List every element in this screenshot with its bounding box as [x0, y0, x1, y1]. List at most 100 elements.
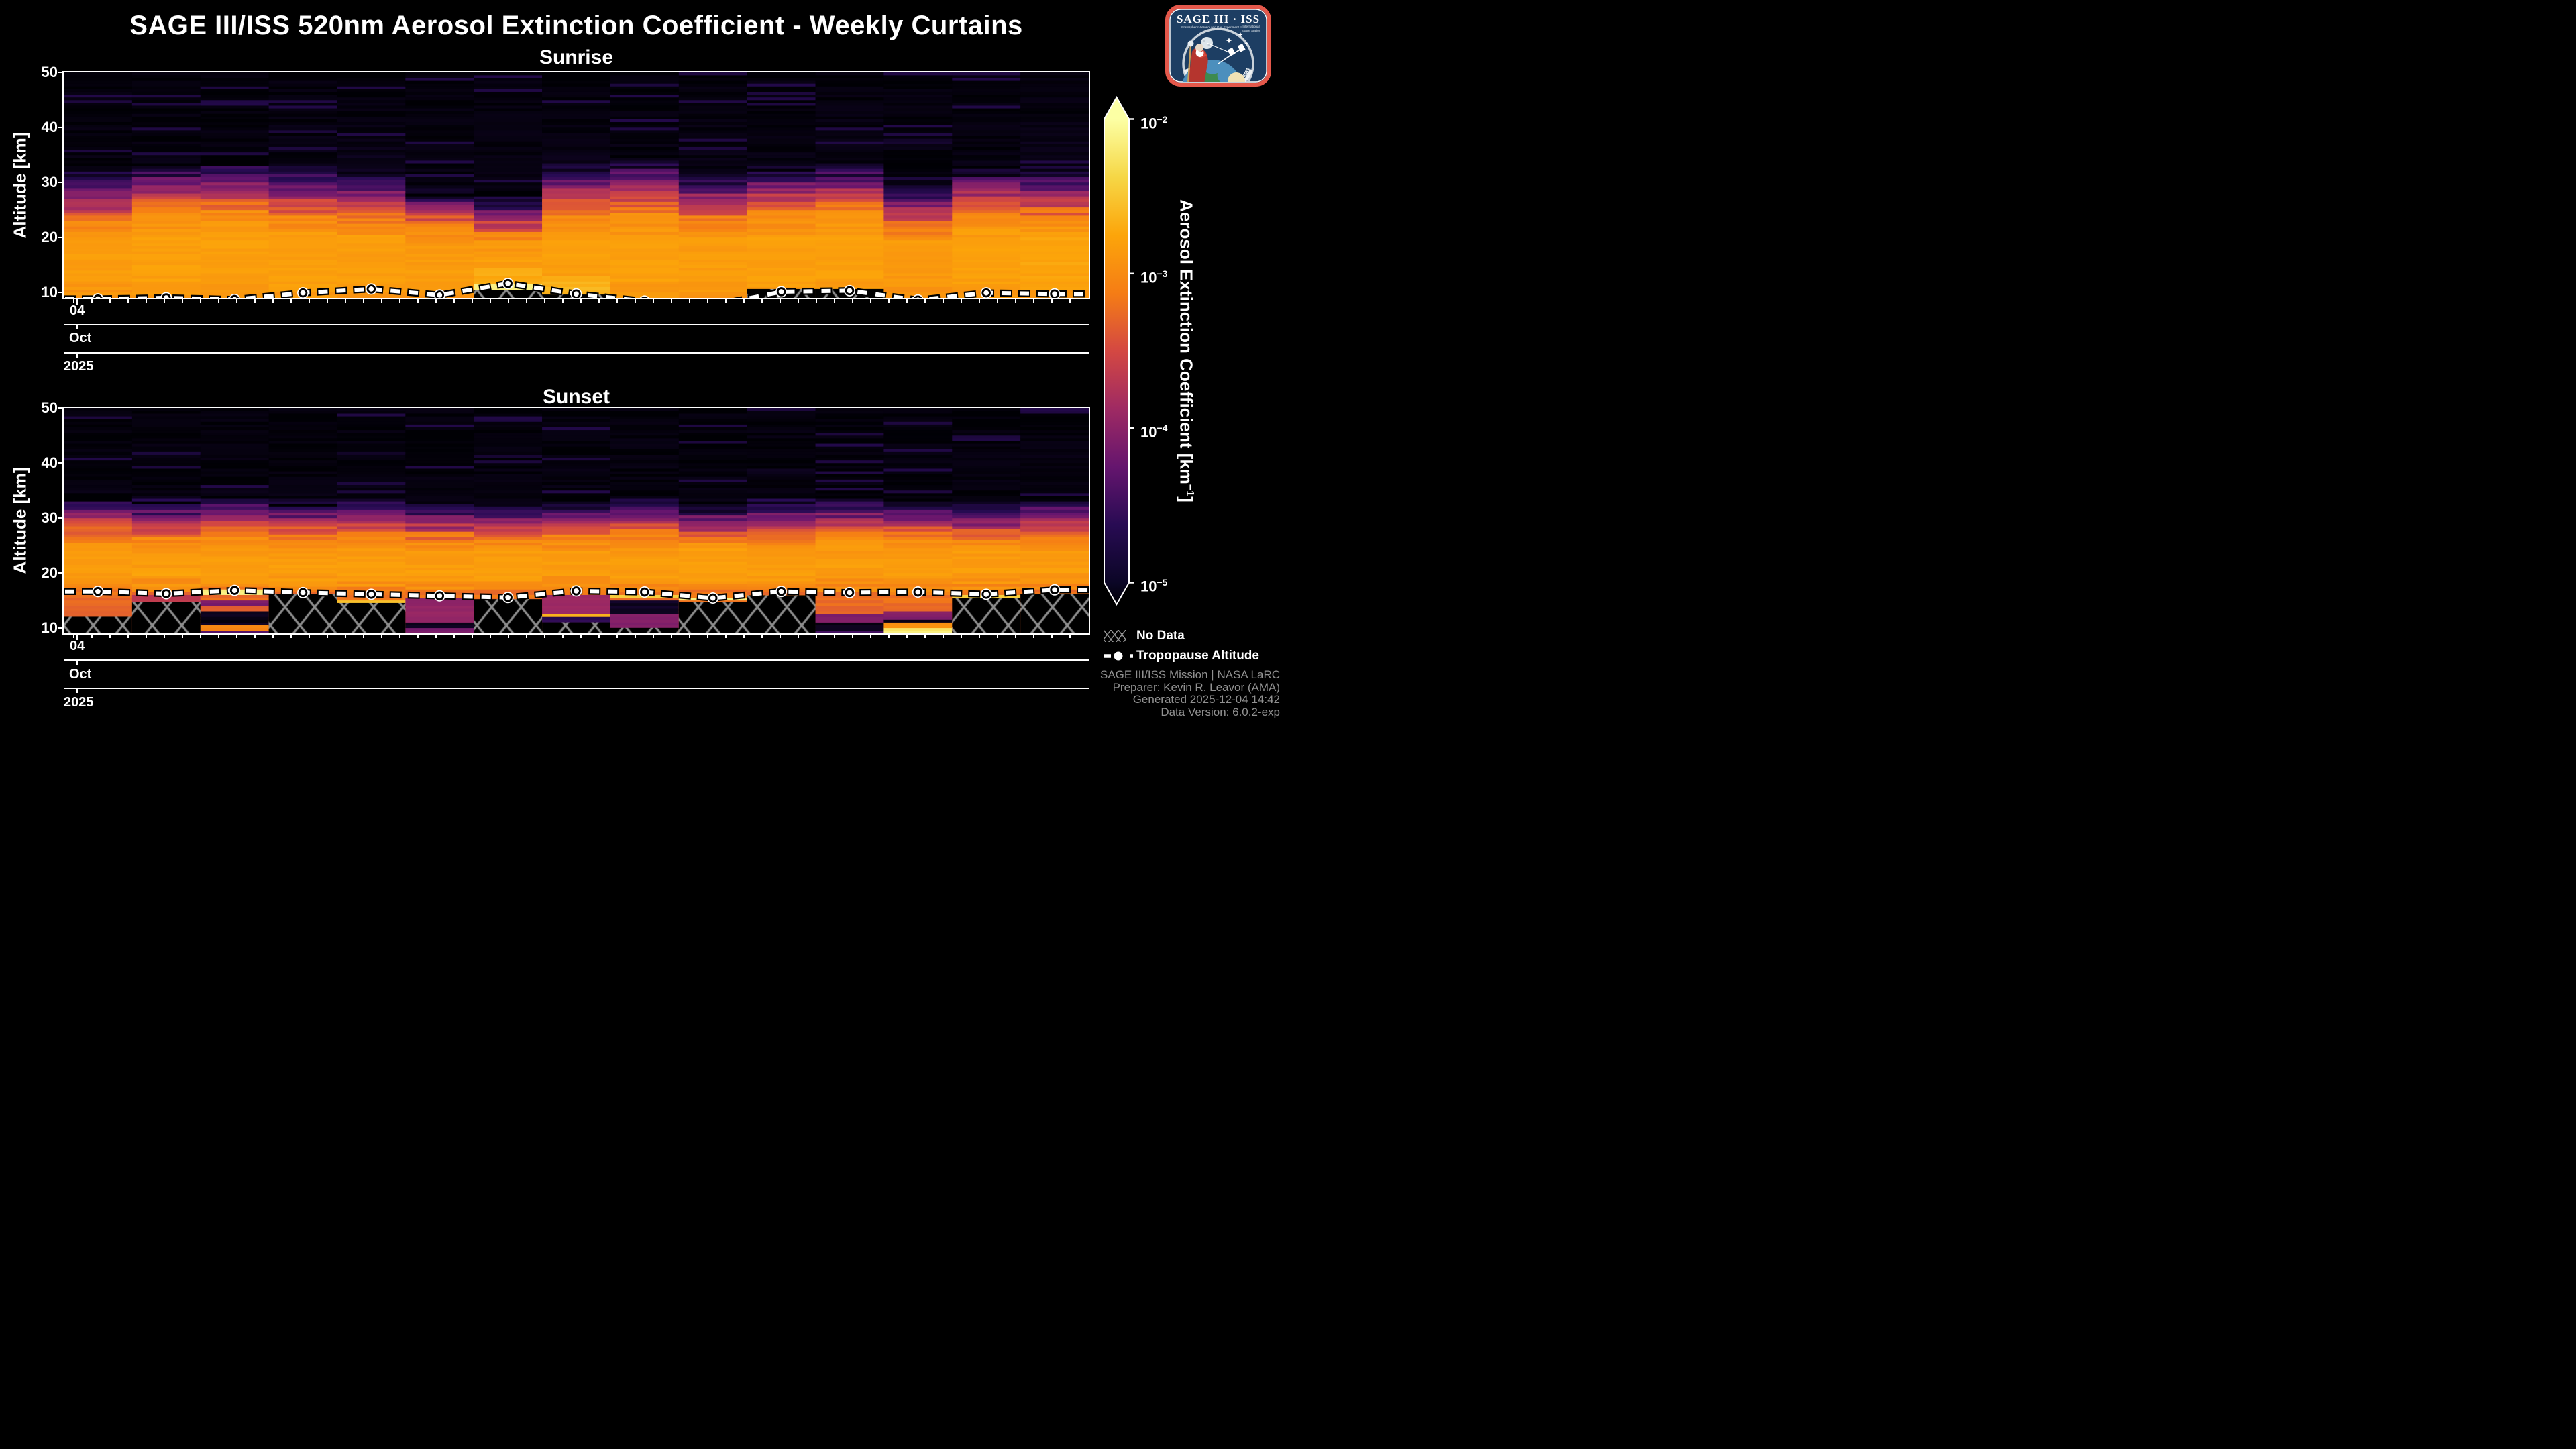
- x-minor-tick: [598, 299, 600, 303]
- logo-sun: [1228, 72, 1245, 82]
- mission-logo: BALL • NASA LANGLEY RESEARCH CENTER • TA…: [1165, 5, 1271, 87]
- x-minor-tick: [743, 299, 745, 303]
- x-minor-tick: [235, 635, 237, 638]
- x-minor-tick: [561, 635, 564, 638]
- x-minor-tick: [851, 299, 853, 303]
- attribution-version: Data Version: 6.0.2-exp: [1161, 705, 1280, 718]
- y-tick-mark: [58, 71, 64, 74]
- month-tick-sunrise: [76, 325, 78, 329]
- year-tick-sunrise: [76, 354, 78, 358]
- x-axis-year-separator-sunrise: [64, 352, 1089, 354]
- x-minor-tick: [960, 299, 962, 303]
- y-tick-mark: [58, 407, 64, 409]
- x-minor-tick: [362, 299, 364, 303]
- y-tick-label: 10: [41, 619, 58, 636]
- x-minor-tick: [797, 299, 799, 303]
- x-minor-tick: [724, 299, 727, 303]
- x-minor-tick: [525, 635, 527, 638]
- x-minor-tick: [942, 635, 944, 638]
- y-tick-mark: [58, 517, 64, 519]
- y-tick-mark: [58, 181, 64, 184]
- sunset-heatmap-canvas: [64, 408, 1089, 633]
- x-minor-tick: [652, 299, 654, 303]
- x-minor-tick: [163, 299, 165, 303]
- x-minor-tick: [417, 299, 419, 303]
- x-minor-tick: [1069, 635, 1071, 638]
- x-minor-tick: [72, 299, 74, 303]
- x-minor-tick: [507, 299, 509, 303]
- x-minor-tick: [706, 635, 708, 638]
- x-major-tick-day: [76, 299, 78, 305]
- x-minor-tick: [453, 635, 455, 638]
- colorbar-tick-marks: [1129, 118, 1134, 584]
- x-minor-tick: [362, 635, 364, 638]
- y-tick-mark: [58, 572, 64, 574]
- sunrise-plot: [62, 71, 1090, 299]
- x-minor-tick: [996, 299, 998, 303]
- x-minor-tick: [199, 635, 201, 638]
- no-data-swatch: [1104, 630, 1126, 642]
- x-minor-tick: [580, 635, 582, 638]
- x-minor-tick: [254, 635, 256, 638]
- x-minor-tick: [127, 635, 129, 638]
- x-axis-year-label-sunrise: 2025: [64, 359, 94, 374]
- y-tick-mark: [58, 126, 64, 129]
- x-minor-tick: [561, 299, 564, 303]
- x-minor-tick: [996, 635, 998, 638]
- x-minor-tick: [199, 299, 201, 303]
- y-tick-label: 50: [41, 64, 58, 80]
- x-minor-tick: [127, 299, 129, 303]
- x-axis-year-label-sunset: 2025: [64, 695, 94, 710]
- x-minor-tick: [91, 299, 93, 303]
- x-minor-tick: [1051, 299, 1053, 303]
- x-minor-tick: [706, 299, 708, 303]
- x-minor-tick: [833, 299, 835, 303]
- x-minor-tick: [634, 299, 636, 303]
- panel-title-sunrise: Sunrise: [539, 46, 614, 68]
- x-minor-tick: [924, 299, 926, 303]
- x-minor-tick: [308, 635, 310, 638]
- x-axis-month-label-sunset: Oct: [69, 667, 92, 682]
- x-minor-tick: [91, 635, 93, 638]
- x-minor-tick: [525, 299, 527, 303]
- no-data-label: No Data: [1136, 629, 1185, 643]
- x-axis-month-separator-sunset: [64, 659, 1089, 661]
- figure: SAGE III/ISS 520nm Aerosol Extinction Co…: [0, 0, 1288, 724]
- x-minor-tick: [435, 299, 437, 303]
- x-minor-tick: [761, 635, 763, 638]
- logo-iss: [1206, 42, 1246, 64]
- x-minor-tick: [1032, 635, 1034, 638]
- x-minor-tick: [833, 635, 835, 638]
- attribution-mission: SAGE III/ISS Mission | NASA LaRC: [1099, 668, 1280, 681]
- x-minor-tick: [942, 299, 944, 303]
- month-tick-sunset: [76, 661, 78, 665]
- panel-title-sunset: Sunset: [542, 386, 610, 408]
- x-minor-tick: [1051, 635, 1053, 638]
- colorbar-tick-label: 10−2: [1140, 113, 1168, 131]
- x-minor-tick: [109, 299, 111, 303]
- y-tick-mark: [58, 462, 64, 464]
- x-minor-tick: [109, 635, 111, 638]
- logo-stars: [1226, 32, 1248, 46]
- x-minor-tick: [344, 299, 346, 303]
- x-minor-tick: [235, 299, 237, 303]
- x-minor-tick: [779, 299, 781, 303]
- x-minor-tick: [1014, 299, 1016, 303]
- x-minor-tick: [181, 299, 183, 303]
- x-minor-tick: [815, 635, 817, 638]
- x-minor-tick: [272, 635, 274, 638]
- x-minor-tick: [616, 635, 618, 638]
- x-minor-tick: [398, 635, 400, 638]
- x-minor-tick: [670, 635, 672, 638]
- logo-subtitle-right2: Space Station: [1242, 29, 1261, 32]
- year-tick-sunset: [76, 689, 78, 693]
- x-minor-tick: [181, 635, 183, 638]
- x-minor-tick: [888, 299, 890, 303]
- x-minor-tick: [543, 299, 545, 303]
- x-minor-tick: [761, 299, 763, 303]
- x-axis-day-label-sunset: 04: [70, 639, 85, 653]
- y-tick-label: 20: [41, 228, 58, 246]
- attribution: SAGE III/ISS Mission | NASA LaRC Prepare…: [1099, 668, 1280, 718]
- x-minor-tick: [743, 635, 745, 638]
- x-minor-tick: [326, 299, 328, 303]
